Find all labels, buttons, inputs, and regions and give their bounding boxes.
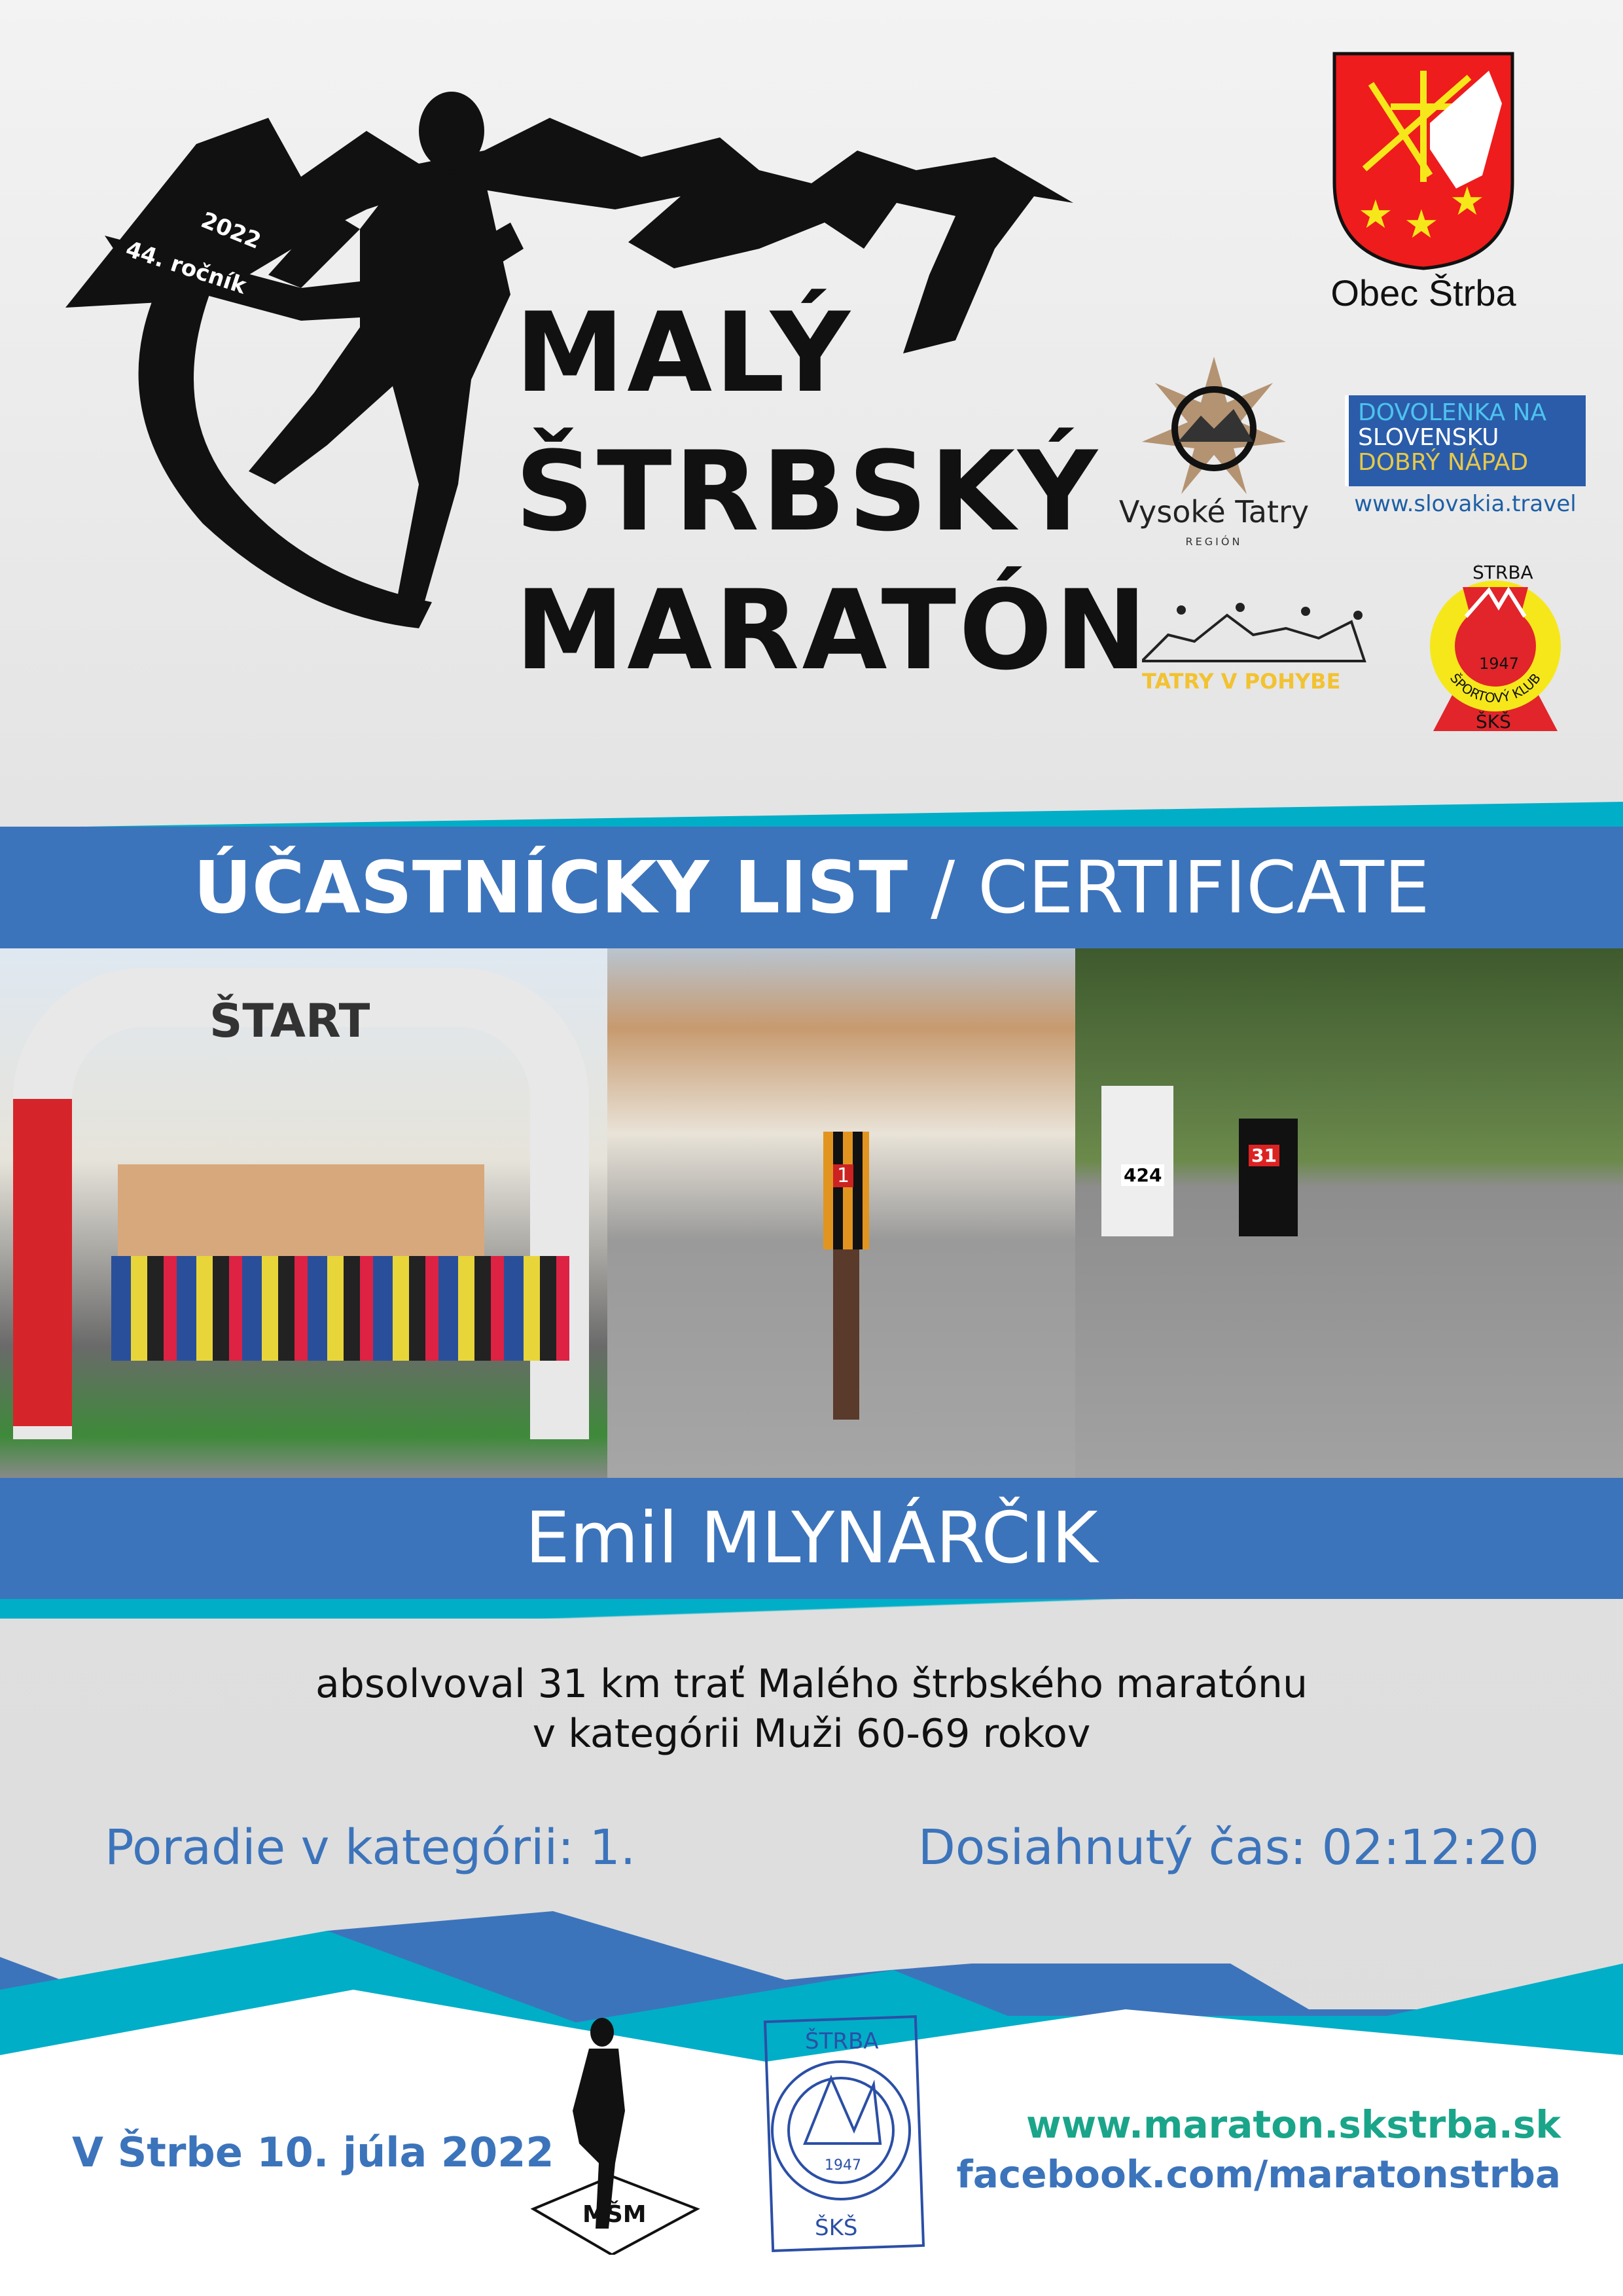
certificate-title-band: ÚČASTNÍCKY LIST / CERTIFICATE bbox=[0, 827, 1623, 948]
bib-number: 424 bbox=[1121, 1164, 1165, 1186]
mountain-footer-graphic bbox=[0, 1911, 1623, 2296]
photo-start-line: ŠTART bbox=[0, 948, 609, 1479]
vysoke-tatry-logo-icon bbox=[1142, 357, 1286, 494]
strba-coat-of-arms-icon: ★ ★ ★ bbox=[1332, 52, 1514, 270]
marathon-runner-logo: 44. ročník 2022 bbox=[65, 92, 1073, 628]
certificate-title-rest: / CERTIFICATE bbox=[908, 846, 1430, 929]
title-line-3: MARATÓN bbox=[515, 566, 1150, 694]
start-banner-text: ŠTART bbox=[209, 994, 370, 1048]
completion-line-2: v kategórii Muži 60-69 rokov bbox=[532, 1711, 1091, 1757]
title-line-2: ŠTRBSKÝ bbox=[515, 427, 1100, 556]
slovakia-line2: SLOVENSKU bbox=[1358, 423, 1499, 451]
sks-year: 1947 bbox=[1479, 655, 1519, 673]
finish-time: Dosiahnutý čas: 02:12:20 bbox=[918, 1820, 1539, 1876]
sks-stamp-year: 1947 bbox=[825, 2157, 861, 2174]
obec-strba-label: Obec Štrba bbox=[1330, 272, 1516, 314]
facebook-link[interactable]: facebook.com/maratonstrba bbox=[956, 2152, 1561, 2197]
msm-runner-logo-icon: MŠM bbox=[530, 2018, 700, 2255]
sks-club-logo-icon: ŠTRBA 1947 ŠPORTOVÝ KLUB ŠKŠ bbox=[1430, 564, 1561, 732]
sks-top: ŠTRBA bbox=[1472, 564, 1533, 583]
vysoke-tatry-label: Vysoké Tatry bbox=[1118, 494, 1310, 529]
sks-stamp-top: ŠTRBA bbox=[805, 2028, 879, 2054]
slovakia-line1: DOVOLENKA NA bbox=[1358, 399, 1547, 426]
teal-stripe bbox=[0, 1599, 1623, 1619]
bib-number: 1 bbox=[833, 1164, 854, 1187]
photo-runner-finish: 1 bbox=[607, 948, 1076, 1479]
sks-stamp-logo-icon: ŠTRBA 1947 ŠKŠ bbox=[763, 2015, 925, 2252]
tatry-v-pohybe-icon bbox=[1142, 603, 1366, 662]
category-rank: Poradie v kategórii: 1. bbox=[105, 1820, 636, 1876]
svg-text:★: ★ bbox=[1404, 202, 1439, 247]
website-link[interactable]: www.maraton.skstrba.sk bbox=[1026, 2102, 1561, 2147]
slovakia-travel-logo: DOVOLENKA NA SLOVENSKU DOBRÝ NÁPAD bbox=[1345, 395, 1586, 486]
photo-runners-road: 424 31 bbox=[1075, 948, 1623, 1479]
msm-logo-text: MŠM bbox=[582, 2200, 647, 2228]
vysoke-tatry-sub: REGIÓN bbox=[1185, 535, 1243, 548]
event-date: V Štrbe 10. júla 2022 bbox=[72, 2128, 554, 2176]
bib-number: 31 bbox=[1249, 1145, 1279, 1166]
svg-text:★: ★ bbox=[1358, 192, 1393, 238]
title-line-1: MALÝ bbox=[515, 289, 853, 417]
participant-name: Emil MLYNÁRČIK bbox=[0, 1478, 1623, 1599]
completion-line-1: absolvoval 31 km trať Malého štrbského m… bbox=[315, 1661, 1308, 1707]
slovakia-line3: DOBRÝ NÁPAD bbox=[1358, 448, 1529, 476]
svg-text:★: ★ bbox=[1450, 179, 1485, 224]
sks-stamp-bottom: ŠKŠ bbox=[815, 2214, 857, 2241]
tatry-v-pohybe-label: TATRY V POHYBE bbox=[1142, 669, 1341, 694]
certificate-title-bold: ÚČASTNÍCKY LIST bbox=[193, 846, 908, 929]
sks-bottom: ŠKŠ bbox=[1476, 710, 1511, 732]
slovakia-url[interactable]: www.slovakia.travel bbox=[1354, 491, 1577, 517]
